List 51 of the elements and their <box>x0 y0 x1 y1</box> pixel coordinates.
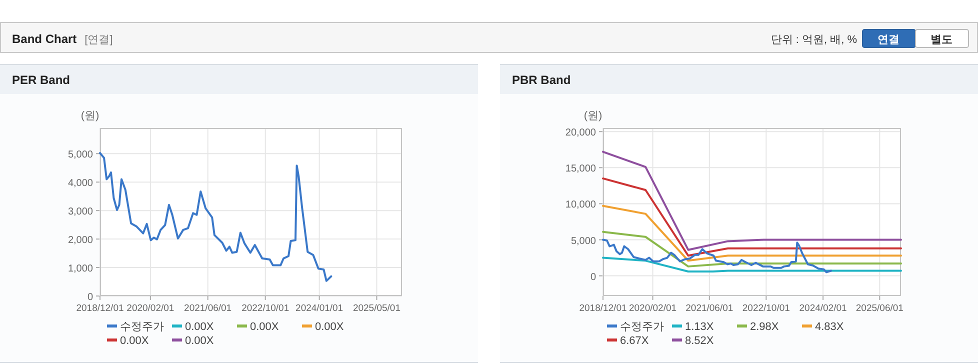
line-series <box>99 152 332 282</box>
y-tick-label: 4,000 <box>68 178 94 190</box>
text: 단위 : 억원, 배, % <box>770 34 858 46</box>
x-tick-label: 2020/02/01 <box>126 303 174 314</box>
y-tick-label: 5,000 <box>570 236 596 247</box>
x-tick-label: 2021/06/01 <box>686 303 734 314</box>
x-tick-label: 2022/10/01 <box>742 303 790 314</box>
legend-label: 4.83X <box>815 321 844 333</box>
line-series <box>602 256 902 272</box>
legend-label: 0.00X <box>185 321 214 333</box>
chart-title: PBR Band <box>512 73 571 87</box>
x-tick-label: 2024/02/01 <box>799 303 847 314</box>
x-tick-label: 2022/10/01 <box>242 303 290 314</box>
x-tick-label: 2020/02/01 <box>628 303 677 314</box>
y-tick-label: 3,000 <box>68 206 94 218</box>
x-tick-label: 2018/12/01 <box>76 303 124 314</box>
x-tick-label: 2024/01/01 <box>296 303 344 314</box>
legend-label: 수정주가 <box>620 321 664 333</box>
line-series <box>602 238 832 274</box>
x-tick-label: 2021/06/01 <box>184 303 232 314</box>
text: [연결] <box>84 34 113 46</box>
x-tick-label: 2025/05/01 <box>352 303 400 314</box>
text: Band Chart <box>12 32 77 46</box>
y-axis-title: (원) <box>584 110 602 122</box>
legend-label: 0.00X <box>120 335 150 347</box>
y-tick-label: 0 <box>87 292 94 303</box>
legend-label: 8.52X <box>685 335 714 347</box>
legend-label: 수정주가 <box>120 321 164 333</box>
legend-label: 6.67X <box>620 335 650 347</box>
line-series <box>602 204 902 262</box>
legend-label: 0.00X <box>250 321 280 333</box>
legend-label: 0.00X <box>185 335 214 347</box>
legend-label: 1.13X <box>685 321 714 333</box>
y-tick-label: 5,000 <box>68 150 94 161</box>
line-series <box>602 177 902 257</box>
y-tick-label: 15,000 <box>565 164 596 175</box>
line-series <box>602 230 902 268</box>
x-tick-label: 2025/06/01 <box>856 303 904 314</box>
y-tick-label: 2,000 <box>68 235 94 246</box>
y-tick-label: 0 <box>590 272 596 283</box>
y-tick-label: 1,000 <box>68 264 94 275</box>
legend-label: 0.00X <box>315 321 344 333</box>
line-series <box>602 150 902 251</box>
y-axis-title: (원) <box>80 110 100 122</box>
text: 별도 <box>930 34 952 46</box>
legend-label: 2.98X <box>750 321 780 333</box>
y-tick-label: 20,000 <box>565 128 596 139</box>
chart-title: PER Band <box>12 73 70 87</box>
x-tick-label: 2018/12/01 <box>579 303 627 314</box>
text: 연결 <box>878 34 900 46</box>
y-tick-label: 10,000 <box>565 200 596 211</box>
